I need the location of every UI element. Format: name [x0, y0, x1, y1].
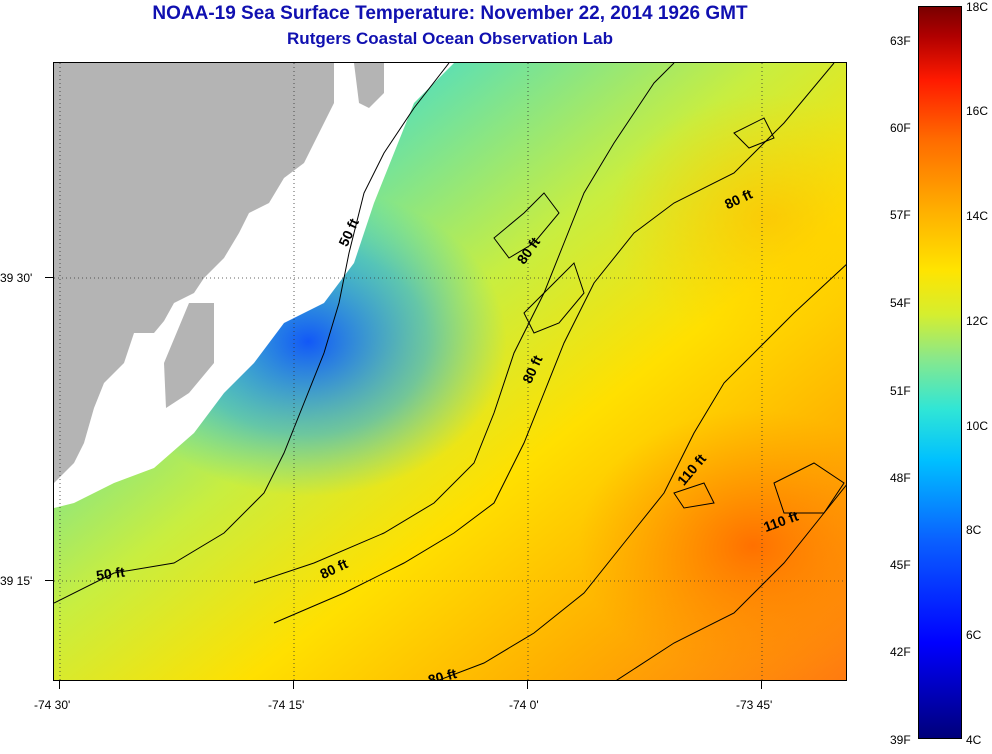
sst-map: 50 ft 50 ft 80 ft 80 ft 80 ft 80 ft 80 f… — [53, 62, 847, 681]
contour-shoal-4 — [773, 462, 845, 514]
colorbar-f-label: 54F — [890, 296, 911, 310]
map-subtitle: Rutgers Coastal Ocean Observation Lab — [287, 29, 613, 48]
contour-shoal-3 — [733, 117, 775, 149]
land-peninsula — [164, 303, 214, 408]
sst-map-canvas: 50 ft 50 ft 80 ft 80 ft 80 ft 80 ft 80 f… — [54, 63, 846, 680]
colorbar-f-label: 51F — [890, 384, 911, 398]
lat-label: 39 15' — [0, 574, 33, 588]
lat-tick — [45, 277, 53, 278]
lon-label: -73 45' — [736, 698, 773, 712]
lon-tick — [527, 681, 528, 689]
contour-label-50ft-south: 50 ft — [95, 564, 126, 584]
graticule — [54, 63, 846, 680]
lon-label: -74 0' — [509, 698, 539, 712]
colorbar-c-label: 10C — [966, 419, 989, 433]
colorbar-f-label: 39F — [890, 733, 911, 747]
lat-label: 39 30' — [0, 271, 33, 285]
contour-80ft-outer — [273, 63, 835, 624]
colorbar-c-label: 14C — [966, 209, 989, 223]
colorbar-c-label: 16C — [966, 104, 989, 118]
contour-110ft-east — [616, 484, 846, 680]
lon-tick — [293, 681, 294, 689]
lon-label: -74 15' — [268, 698, 305, 712]
contour-shoal-5 — [673, 482, 715, 509]
map-title: NOAA-19 Sea Surface Temperature: Novembe… — [152, 3, 748, 24]
contour-110ft — [437, 264, 846, 680]
lon-tick — [59, 681, 60, 689]
lon-tick — [761, 681, 762, 689]
colorbar-c-label: 12C — [966, 314, 989, 328]
colorbar-c-label: 6C — [966, 628, 982, 642]
contour-shoal-2 — [523, 262, 585, 334]
contour-shoal-1 — [493, 192, 560, 259]
colorbar-f-label: 60F — [890, 121, 911, 135]
colorbar-f-label: 42F — [890, 645, 911, 659]
contour-80ft-inner — [253, 63, 675, 584]
lon-label: -74 30' — [34, 698, 71, 712]
lat-tick — [45, 580, 53, 581]
temperature-colorbar — [918, 6, 962, 739]
land-new-jersey — [54, 63, 334, 483]
land-barrier-island — [354, 63, 384, 108]
bathymetry-contours — [54, 63, 846, 680]
colorbar-c-label: 18C — [966, 0, 989, 14]
colorbar-f-label: 63F — [890, 34, 911, 48]
colorbar-c-label: 8C — [966, 523, 982, 537]
colorbar-f-label: 48F — [890, 471, 911, 485]
colorbar-f-label: 45F — [890, 558, 911, 572]
colorbar-f-label: 57F — [890, 208, 911, 222]
contour-50ft — [54, 63, 450, 604]
colorbar-c-label: 4C — [966, 733, 982, 747]
